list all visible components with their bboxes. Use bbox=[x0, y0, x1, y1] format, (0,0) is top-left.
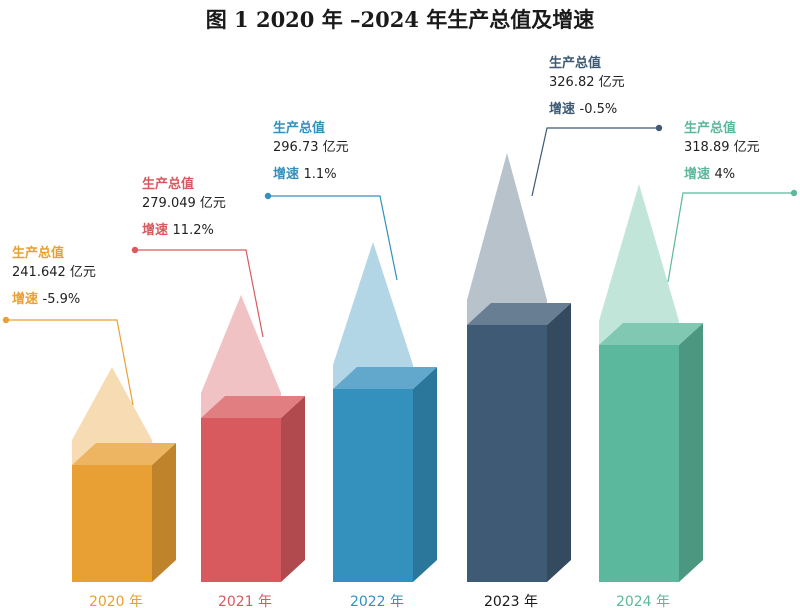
x-axis-labels: 2020 年 2021 年 2022 年 2023 年 2024 年 bbox=[89, 594, 670, 608]
growth-arrow bbox=[467, 153, 547, 325]
growth-heading: 增速 bbox=[549, 101, 580, 117]
leader-line bbox=[531, 127, 659, 197]
bar-front-face bbox=[201, 418, 281, 582]
value-heading: 生产总值 bbox=[12, 245, 64, 261]
bar-2020 bbox=[72, 367, 176, 582]
growth-arrow bbox=[201, 295, 281, 418]
bar-side-face bbox=[413, 367, 437, 582]
leader-dot bbox=[790, 189, 798, 197]
bar-front-face bbox=[599, 345, 679, 582]
growth-label: 增速 -5.9% bbox=[12, 291, 80, 307]
value-heading: 生产总值 bbox=[549, 55, 601, 71]
growth-arrow bbox=[333, 242, 413, 389]
leader-dot bbox=[131, 246, 139, 254]
bar-2021 bbox=[201, 295, 305, 582]
x-tick-label: 2023 年 bbox=[484, 594, 538, 608]
value-heading: 生产总值 bbox=[142, 176, 194, 192]
bar-front-face bbox=[467, 325, 547, 582]
x-tick-label: 2021 年 bbox=[218, 594, 272, 608]
bar-2023 bbox=[467, 153, 571, 582]
value-label: 326.82 亿元 bbox=[549, 75, 625, 90]
growth-heading: 增速 bbox=[684, 166, 715, 182]
growth-arrow bbox=[72, 367, 152, 465]
x-tick-label: 2024 年 bbox=[616, 594, 670, 608]
leader-line bbox=[6, 319, 134, 406]
bar-top-face bbox=[467, 303, 571, 325]
bar-top-face bbox=[72, 443, 176, 465]
growth-label: 增速 4% bbox=[684, 166, 735, 182]
value-label: 318.89 亿元 bbox=[684, 140, 760, 155]
value-label: 296.73 亿元 bbox=[273, 140, 349, 155]
growth-arrow bbox=[599, 184, 679, 345]
value-heading: 生产总值 bbox=[273, 120, 325, 136]
growth-label: 增速 1.1% bbox=[273, 166, 337, 182]
growth-value: -5.9% bbox=[43, 292, 81, 307]
x-tick-label: 2022 年 bbox=[350, 594, 404, 608]
bar-side-face bbox=[152, 443, 176, 582]
bar-front-face bbox=[333, 389, 413, 582]
value-label: 241.642 亿元 bbox=[12, 265, 96, 280]
value-label: 279.049 亿元 bbox=[142, 196, 226, 211]
growth-value: 1.1% bbox=[304, 167, 337, 182]
leader-line bbox=[135, 249, 264, 338]
growth-heading: 增速 bbox=[12, 291, 43, 307]
x-tick-label: 2020 年 bbox=[89, 594, 143, 608]
chart-title: 图 1 2020 年 –2024 年生产总值及增速 bbox=[206, 7, 595, 32]
leader-dot bbox=[655, 124, 663, 132]
growth-label: 增速 11.2% bbox=[142, 222, 214, 238]
bars-layer bbox=[72, 153, 703, 582]
leader-line bbox=[268, 195, 398, 281]
bar-side-face bbox=[281, 396, 305, 582]
growth-label: 增速 -0.5% bbox=[549, 101, 617, 117]
leader-dot bbox=[264, 192, 272, 200]
leader-dot bbox=[2, 316, 10, 324]
bar-top-face bbox=[599, 323, 703, 345]
growth-value: 4% bbox=[715, 167, 736, 182]
bar-top-face bbox=[333, 367, 437, 389]
growth-value: -0.5% bbox=[580, 102, 618, 117]
growth-heading: 增速 bbox=[273, 166, 304, 182]
growth-heading: 增速 bbox=[142, 222, 173, 238]
leader-line bbox=[667, 192, 794, 283]
bar-front-face bbox=[72, 465, 152, 582]
bar-top-face bbox=[201, 396, 305, 418]
growth-value: 11.2% bbox=[173, 223, 214, 238]
bar-2024 bbox=[599, 184, 703, 582]
bar-side-face bbox=[679, 323, 703, 582]
bar-2022 bbox=[333, 242, 437, 582]
bar-side-face bbox=[547, 303, 571, 582]
value-heading: 生产总值 bbox=[684, 120, 736, 136]
